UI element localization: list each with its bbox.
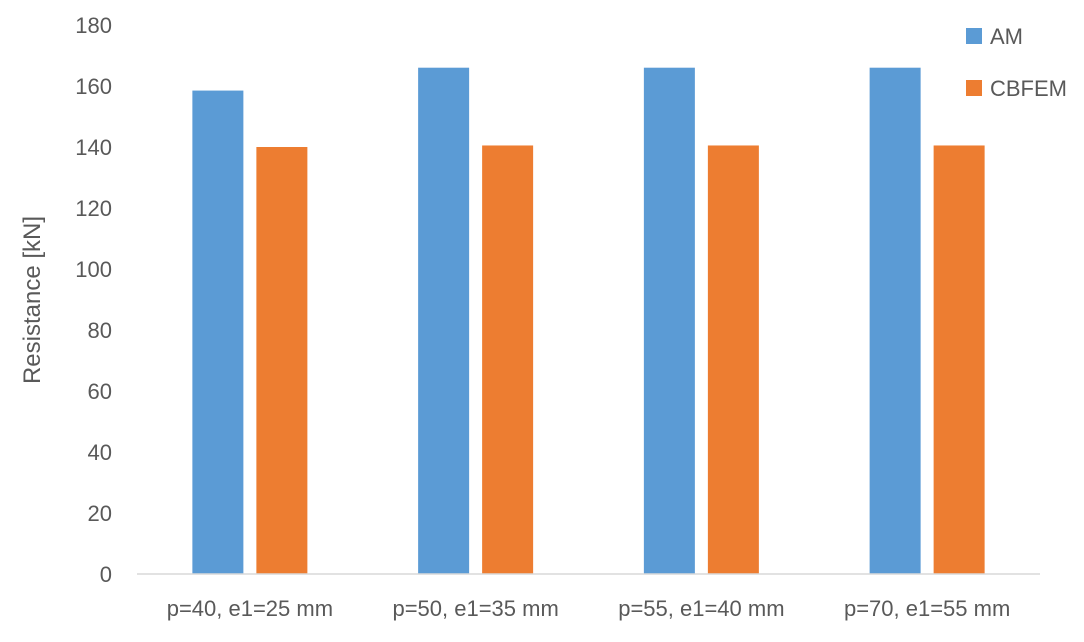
legend: AM CBFEM: [966, 24, 1067, 101]
y-tick-label: 40: [88, 440, 112, 465]
y-tick-label: 60: [88, 379, 112, 404]
legend-label-am: AM: [990, 24, 1023, 49]
y-axis-ticks: 0 20 40 60 80 100 120 140 160 180: [75, 13, 112, 587]
y-tick-label: 120: [75, 196, 112, 221]
bars: [192, 67, 985, 574]
bar-cbfem-4: [933, 145, 985, 574]
bar-am-1: [192, 90, 244, 574]
bar-am-3: [643, 67, 695, 574]
legend-label-cbfem: CBFEM: [990, 76, 1067, 101]
x-tick-label: p=50, e1=35 mm: [392, 596, 558, 621]
x-tick-label: p=70, e1=55 mm: [844, 596, 1010, 621]
x-tick-label: p=55, e1=40 mm: [618, 596, 784, 621]
bar-cbfem-1: [256, 147, 308, 574]
legend-swatch-am: [966, 28, 982, 44]
y-tick-label: 20: [88, 501, 112, 526]
y-tick-label: 0: [100, 562, 112, 587]
bar-am-2: [418, 67, 470, 574]
bar-cbfem-2: [482, 145, 534, 574]
bar-am-4: [869, 67, 921, 574]
bar-cbfem-3: [707, 145, 759, 574]
x-axis-ticks: p=40, e1=25 mm p=50, e1=35 mm p=55, e1=40 …: [167, 596, 1011, 621]
x-tick-label: p=40, e1=25 mm: [167, 596, 333, 621]
y-tick-label: 80: [88, 318, 112, 343]
y-tick-label: 100: [75, 257, 112, 282]
y-tick-label: 160: [75, 74, 112, 99]
y-tick-label: 140: [75, 135, 112, 160]
y-tick-label: 180: [75, 13, 112, 38]
y-axis-title: Resistance [kN]: [19, 216, 46, 384]
legend-swatch-cbfem: [966, 80, 982, 96]
